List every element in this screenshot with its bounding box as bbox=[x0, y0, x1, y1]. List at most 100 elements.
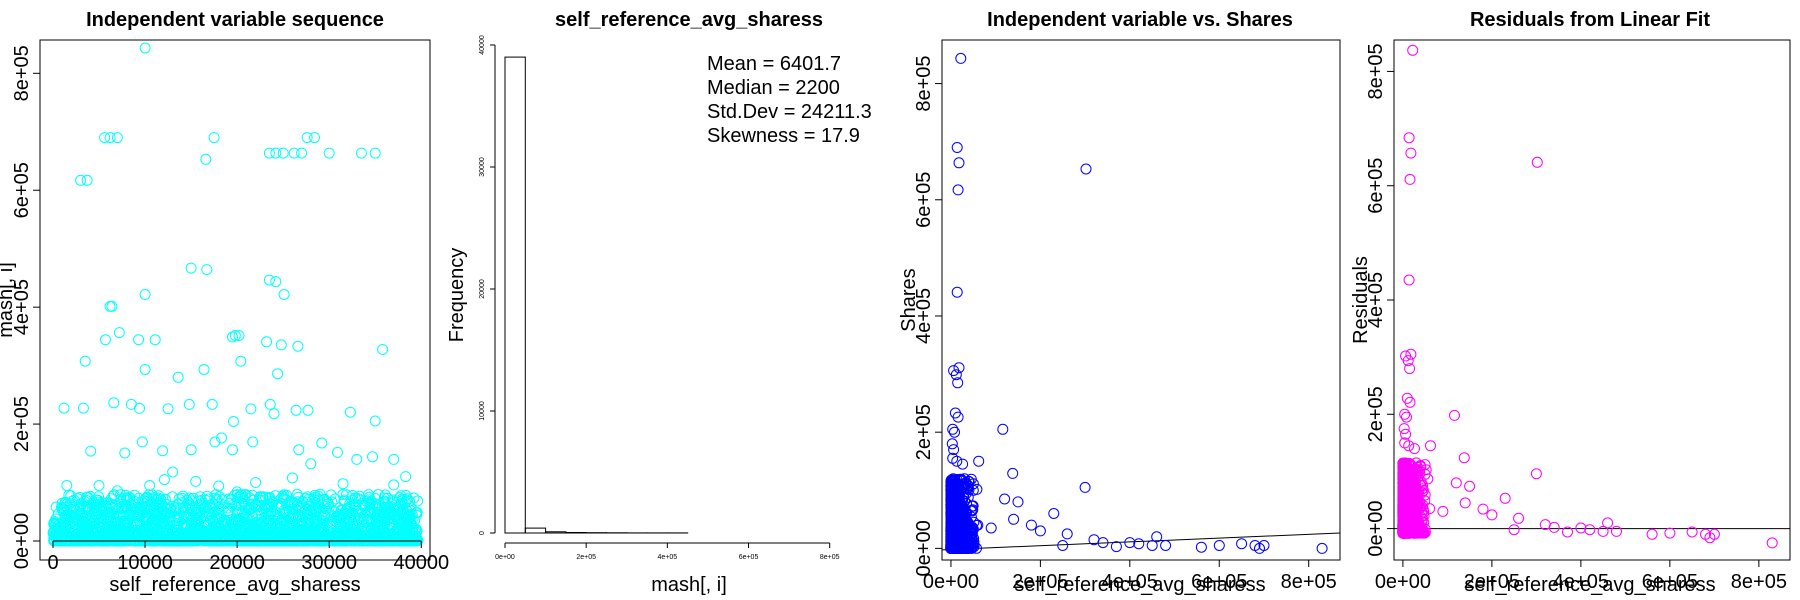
panel3-fit-line bbox=[941, 532, 1341, 551]
data-point bbox=[134, 509, 146, 521]
data-point bbox=[134, 402, 145, 414]
data-point bbox=[387, 533, 399, 545]
data-point bbox=[968, 538, 980, 550]
data-point bbox=[177, 518, 189, 530]
x-tick-label: 20000 bbox=[209, 552, 265, 574]
panel2-x-axis: 0e+00 2e+05 4e+05 6e+05 8e+05 bbox=[495, 542, 840, 561]
data-point bbox=[337, 478, 349, 490]
data-point bbox=[134, 503, 146, 515]
data-point bbox=[85, 534, 96, 546]
data-point bbox=[208, 132, 220, 144]
data-point bbox=[361, 510, 373, 522]
data-point bbox=[57, 503, 69, 515]
data-point bbox=[97, 506, 109, 518]
data-point bbox=[190, 475, 202, 487]
data-point bbox=[972, 519, 984, 531]
data-point bbox=[101, 497, 113, 509]
data-point bbox=[128, 527, 140, 539]
data-point bbox=[185, 444, 197, 456]
panel2-stats: Mean = 6401.7 Median = 2200 Std.Dev = 24… bbox=[707, 53, 872, 147]
panel1-x-axis: 0 10000 20000 30000 40000 bbox=[47, 540, 449, 574]
data-point bbox=[51, 534, 63, 546]
data-point bbox=[960, 534, 972, 546]
data-point bbox=[133, 515, 145, 527]
data-point bbox=[999, 493, 1011, 505]
data-point bbox=[136, 436, 148, 448]
data-point bbox=[73, 534, 85, 545]
data-point bbox=[1110, 541, 1122, 553]
data-point bbox=[129, 489, 140, 501]
data-point bbox=[286, 472, 298, 484]
panel-residuals: Residuals from Linear Fit 0e+00 2e+05 4e+0… bbox=[1350, 9, 1791, 596]
data-point bbox=[369, 415, 381, 427]
data-point bbox=[164, 507, 176, 519]
histogram-bar bbox=[565, 532, 587, 534]
data-point bbox=[952, 377, 964, 389]
data-point bbox=[409, 523, 421, 535]
data-point bbox=[308, 529, 320, 541]
x-tick-label: 6e+05 bbox=[1191, 571, 1247, 593]
data-point bbox=[165, 532, 177, 544]
data-point bbox=[153, 500, 165, 512]
data-point bbox=[206, 398, 218, 410]
data-point bbox=[1146, 540, 1158, 551]
data-point bbox=[250, 477, 262, 488]
data-point bbox=[332, 446, 343, 458]
data-point bbox=[1079, 481, 1091, 493]
data-point bbox=[184, 507, 196, 519]
data-point bbox=[294, 519, 306, 531]
x-tick-label: 30000 bbox=[301, 552, 357, 574]
data-point bbox=[318, 524, 330, 536]
data-point bbox=[139, 364, 151, 375]
data-point bbox=[293, 444, 305, 456]
data-point bbox=[395, 534, 406, 546]
data-point bbox=[79, 523, 91, 535]
data-point bbox=[953, 498, 965, 510]
data-point bbox=[344, 406, 356, 418]
panel2-bars bbox=[504, 56, 689, 534]
data-point bbox=[269, 531, 281, 543]
x-tick-label: 4e+05 bbox=[1102, 571, 1158, 593]
data-point bbox=[412, 495, 424, 507]
data-point bbox=[213, 480, 225, 492]
stat-median: Median = 2200 bbox=[707, 77, 840, 99]
data-point bbox=[60, 522, 72, 534]
data-point bbox=[131, 529, 143, 541]
data-point bbox=[347, 507, 358, 519]
data-point bbox=[398, 505, 409, 517]
data-point bbox=[263, 147, 275, 159]
data-point bbox=[94, 520, 105, 532]
data-point bbox=[111, 132, 123, 144]
data-point bbox=[951, 455, 963, 467]
data-point bbox=[99, 500, 111, 512]
data-point bbox=[952, 184, 964, 196]
data-point bbox=[949, 479, 961, 490]
data-point bbox=[365, 495, 377, 507]
data-point bbox=[81, 491, 93, 503]
panel1-x-label: self_reference_avg_sharess bbox=[109, 574, 360, 596]
data-point bbox=[411, 507, 423, 518]
data-point bbox=[394, 492, 406, 504]
data-point bbox=[77, 512, 89, 524]
x-tick-label: 0 bbox=[47, 552, 58, 574]
y-tick-label: 6e+05 bbox=[11, 162, 33, 218]
data-point bbox=[290, 404, 302, 416]
data-point bbox=[270, 147, 282, 159]
data-point bbox=[248, 534, 260, 546]
data-point bbox=[233, 330, 245, 341]
y-tick-label: 4e+05 bbox=[11, 279, 33, 335]
data-point bbox=[308, 502, 320, 514]
data-point bbox=[277, 507, 289, 519]
data-point bbox=[1057, 540, 1069, 551]
data-point bbox=[262, 532, 274, 544]
data-point bbox=[383, 508, 395, 520]
data-point bbox=[945, 506, 957, 518]
data-point bbox=[109, 516, 121, 528]
x-tick-label: 2e+05 bbox=[576, 554, 596, 561]
data-point bbox=[284, 513, 296, 525]
data-point bbox=[203, 493, 215, 505]
data-point bbox=[302, 533, 314, 545]
data-point bbox=[294, 531, 306, 543]
